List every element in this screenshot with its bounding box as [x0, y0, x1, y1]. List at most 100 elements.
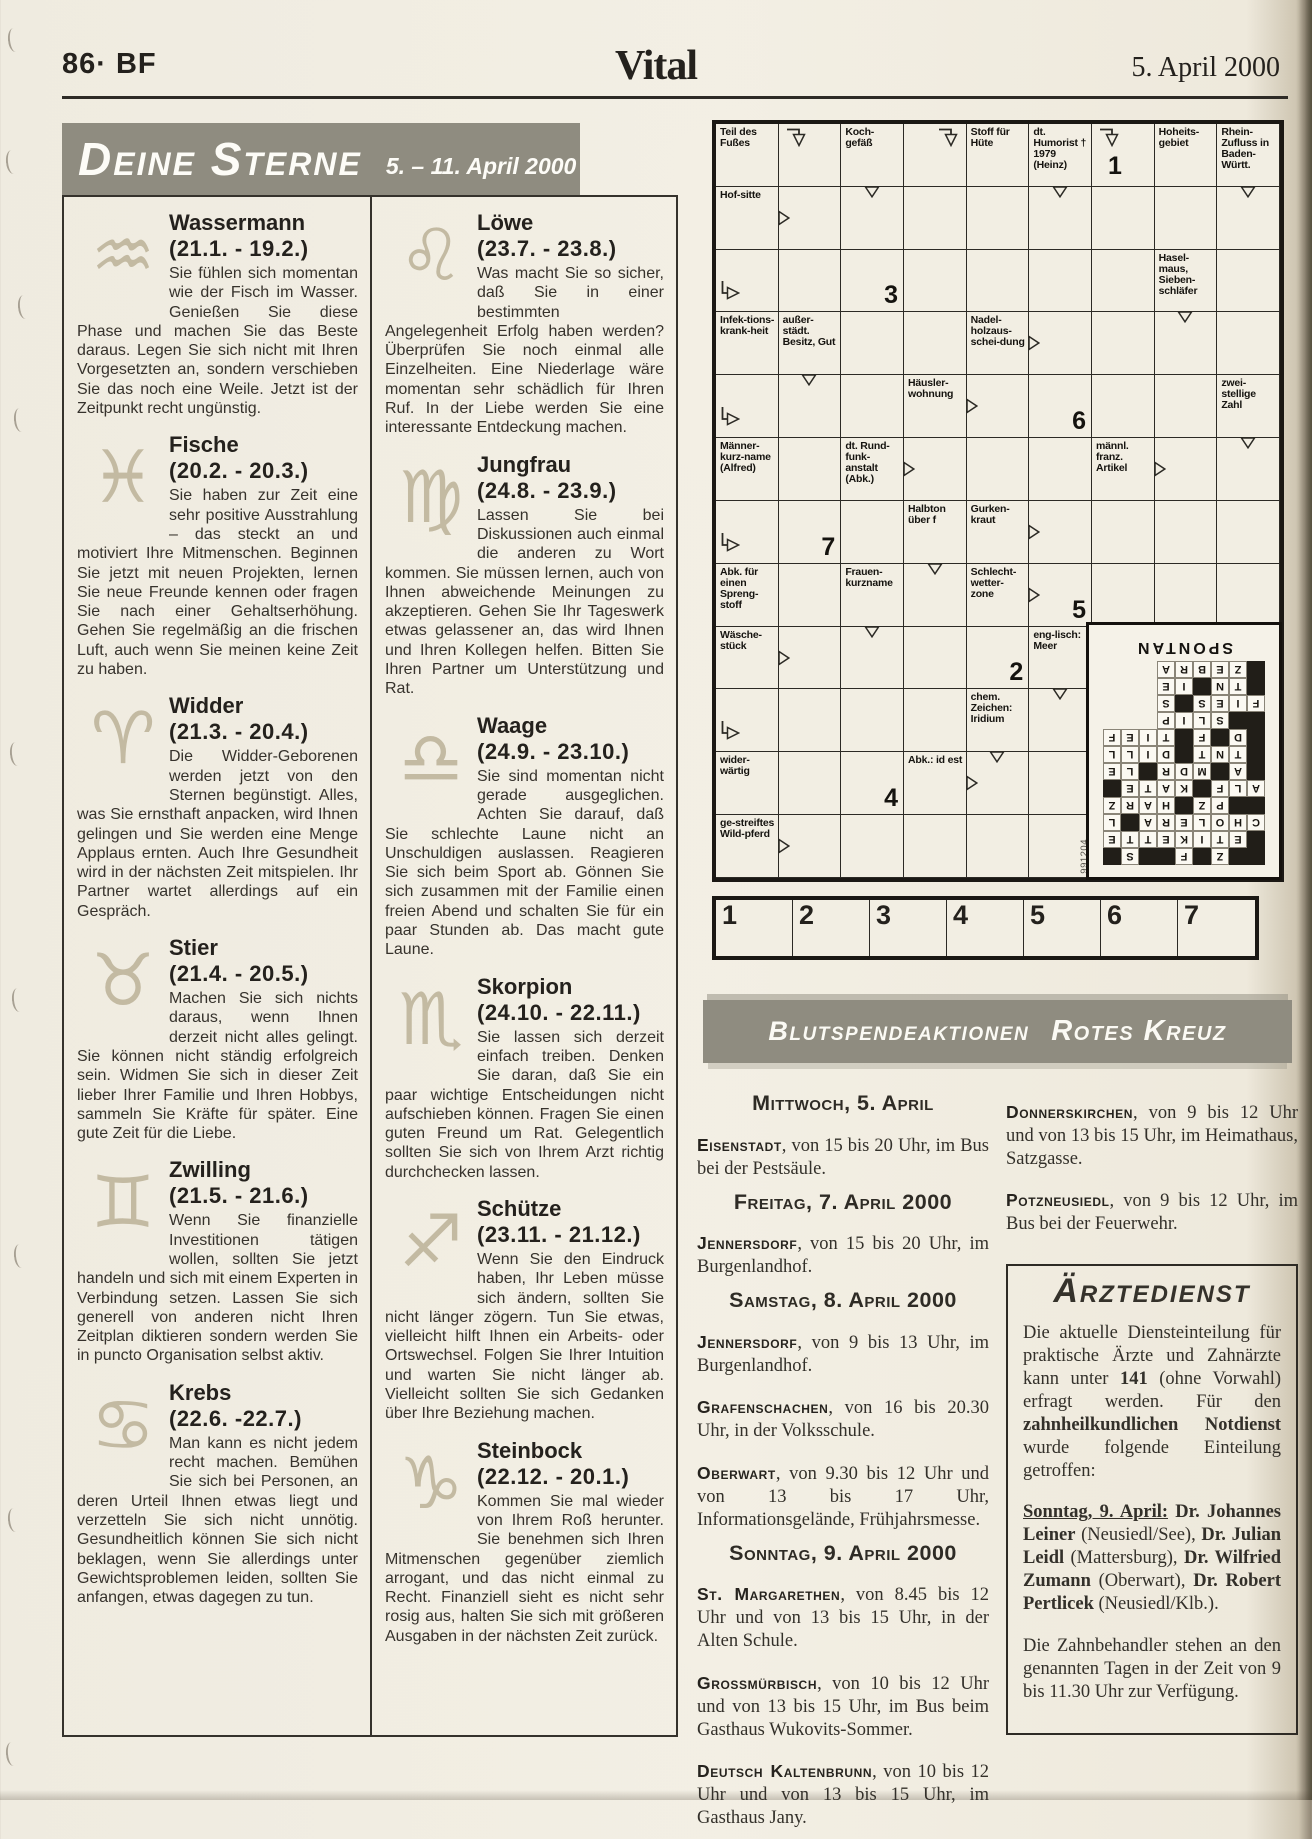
zodiac-dates: (21.1. - 19.2.) [169, 236, 309, 261]
solution-cell: I [1229, 694, 1247, 712]
clue-text: Koch-gefäß [845, 126, 875, 149]
crossword-cell [1092, 186, 1155, 250]
solution-cell: B [1193, 660, 1211, 678]
crossword-cell [1092, 375, 1155, 439]
solution-cell: S [1193, 694, 1211, 712]
solution-cell [1211, 762, 1229, 780]
zodiac-icon: ♑ [398, 1440, 464, 1525]
crossword-cell [903, 438, 967, 501]
crossword-cell [1029, 186, 1092, 250]
crossword-cell [778, 374, 842, 439]
solution-cell [1247, 847, 1265, 865]
arrow-right-icon [1028, 524, 1041, 540]
solution-cell: E [1229, 830, 1247, 848]
strip-number: 6 [1107, 900, 1123, 930]
zodiac-icon: ♈ [90, 696, 156, 781]
clue-text: Männer-kurz-name (Alfred) [720, 440, 771, 475]
clue-text: männl. franz. Artikel [1096, 440, 1129, 475]
crossword-cell: Koch-gefäß [841, 124, 904, 187]
crossword-cell: Hoheits-gebiet [1154, 124, 1218, 187]
crossword-cell: Männer-kurz-name (Alfred) [716, 438, 779, 501]
event-place: Eisenstadt [697, 1134, 782, 1155]
crossword-cell [1154, 311, 1218, 376]
solution-cell: L [1121, 762, 1139, 780]
pen-mark [6, 1507, 23, 1533]
solution-cell [1103, 847, 1121, 865]
horoscope-text: Wenn Sie den Eindruck haben, Ihr Leben m… [385, 1250, 664, 1423]
event-item: Potzneusiedl, von 9 bis 12 Uhr, im Bus b… [1006, 1189, 1298, 1236]
crossword-cell [1154, 500, 1218, 564]
event-details: , von 9.30 bis 12 Uhr und von 13 bis 17 … [697, 1463, 989, 1530]
solution-cell [1121, 813, 1139, 831]
event-item: Eisenstadt, von 15 bis 20 Uhr, im Bus be… [697, 1134, 989, 1181]
solution-cell [1175, 745, 1193, 763]
crossword-cell [841, 689, 904, 753]
solution-cell [1103, 661, 1121, 678]
clue-number: 3 [884, 281, 898, 310]
solution-cell: L [1229, 779, 1247, 797]
horoscope-text: Man kann es nicht jedem recht machen. Be… [77, 1434, 358, 1607]
text-segment: Dr. Robert Pertlicek [1023, 1571, 1281, 1614]
horoscope-column-right: ♌ Löwe (23.7. - 23.8.) Was macht Sie so sic… [370, 197, 676, 1735]
arrow-down-icon [989, 751, 1006, 764]
solution-cell: E [1211, 660, 1229, 678]
scan-bottom-shadow [0, 1790, 1312, 1800]
solution-cell [1229, 796, 1247, 814]
crossword-cell [1153, 438, 1218, 501]
crossword-cell [716, 689, 779, 753]
issue-date: 5. April 2000 [1131, 52, 1280, 83]
clue-text: zwei-stellige Zahl [1221, 377, 1256, 412]
crossword-cell [716, 375, 779, 439]
crossword-cell: dt. Rund-funk-anstalt (Abk.) [841, 438, 904, 501]
zodiac-icon: ♒ [90, 213, 156, 297]
solution-cell: M [1193, 762, 1211, 780]
solution-cell: N [1211, 677, 1229, 695]
solution-cell [1103, 779, 1121, 797]
clue-text: dt. Humorist † 1979 (Heinz) [1033, 126, 1087, 171]
crossword-cell [966, 438, 1030, 501]
arrow-elbow-down-icon [785, 126, 811, 148]
solution-word: SPONTAN [1134, 638, 1234, 656]
arrow-right-icon [1153, 461, 1166, 477]
text-segment: (Oberwart), [1090, 1571, 1194, 1591]
solution-cell [1247, 796, 1265, 814]
solution-cell [1247, 677, 1265, 695]
text-segment: Dr. Wilfried Zumann [1023, 1548, 1281, 1591]
solution-cell: E [1175, 813, 1193, 831]
zodiac-icon: ♏ [398, 976, 464, 1061]
crossword-cell [1029, 438, 1092, 501]
strip-number: 3 [876, 900, 892, 930]
clue-text: Abk. für einen Spreng-stoff [720, 565, 759, 611]
horoscope-title: Deine Sterne [78, 133, 362, 185]
arrow-right-icon [777, 649, 790, 666]
clue-text: außer-städt. Besitz, Gut [782, 314, 836, 349]
arrow-down-icon [1052, 186, 1069, 198]
horoscope-text: Sie sind momentan nicht gerade ausgeglic… [385, 767, 664, 959]
zodiac-dates: (24.9. - 23.10.) [477, 738, 630, 764]
crossword-cell [778, 124, 842, 187]
crossword-cell [904, 563, 967, 627]
solution-cell: T [1211, 830, 1229, 848]
solution-cell: S [1121, 847, 1139, 865]
solution-cell [1139, 762, 1157, 780]
solution-cell [1193, 847, 1211, 865]
event-place: Grafenschachen [697, 1397, 829, 1417]
text-segment: Dr. Julian Leidl [1023, 1525, 1282, 1568]
text-segment: Die Zahnbehandler stehen an den genannte… [1023, 1635, 1281, 1702]
crossword-cell: dt. Humorist † 1979 (Heinz) [1029, 124, 1092, 187]
solution-cell: T [1139, 779, 1157, 797]
crossword-cell [904, 249, 967, 313]
clue-text: Häusler-wohnung [908, 377, 954, 401]
solution-cell: R [1175, 660, 1193, 678]
crossword-cell [778, 563, 842, 627]
solution-cell: A [1139, 813, 1157, 831]
zodiac-name: Steinbock [477, 1437, 583, 1463]
pen-mark [12, 1243, 29, 1269]
solution-cell: L [1193, 711, 1211, 729]
event-item: St. Margarethen, von 8.45 bis 12 Uhr und… [697, 1583, 989, 1653]
crossword-cell [1028, 312, 1092, 376]
doctors-paragraph: Die Zahnbehandler stehen an den genannte… [1023, 1635, 1281, 1704]
arrow-elbow-right-icon [719, 531, 741, 557]
blood-right-items: Donnerskirchen, von 9 bis 12 Uhr und von… [1006, 1101, 1298, 1237]
